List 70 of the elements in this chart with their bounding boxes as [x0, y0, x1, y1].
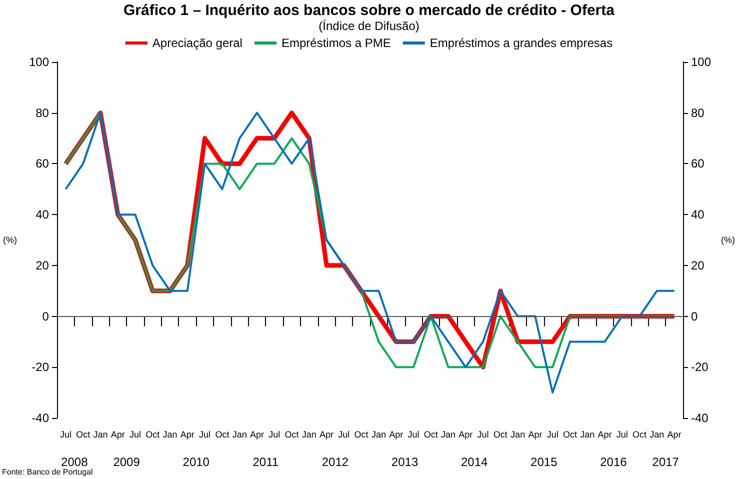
x-tick-label: Oct: [146, 430, 160, 440]
x-tick-label: Jan: [232, 430, 247, 440]
x-tick-label: Jul: [338, 430, 350, 440]
x-tick-label: Apr: [389, 430, 404, 440]
text: 2011: [252, 455, 279, 469]
x-tick-label: Jan: [93, 430, 108, 440]
y-tick-label: 20: [36, 258, 50, 272]
x-tick-label: Jan: [440, 430, 456, 440]
y2-tick-label: 60: [691, 156, 705, 171]
text: 2013: [391, 455, 418, 469]
y2-tick-label: 0: [691, 309, 698, 324]
y2-tick-label: 40: [691, 208, 705, 222]
legend-label: Apreciação geral: [152, 36, 242, 50]
x-tick-label: Jul: [129, 430, 142, 440]
text: 2014: [460, 455, 488, 469]
y-tick-label: 0: [42, 309, 50, 324]
x-tick-label: Apr: [250, 430, 264, 440]
x-tick-label: Apr: [528, 430, 542, 440]
y2-tick-label: -40: [691, 411, 709, 425]
y-tick-label: 60: [36, 156, 50, 171]
x-tick-label: Jan: [510, 430, 526, 440]
text: 2010: [182, 455, 210, 469]
text: 2012: [322, 455, 349, 469]
legend-label: Empréstimos a grandes empresas: [430, 36, 613, 50]
x-tick-label: Jan: [580, 430, 595, 440]
y-tick-label: -20: [32, 360, 50, 374]
x-tick-label: Apr: [180, 430, 194, 440]
x-tick-label: Oct: [562, 430, 578, 440]
x-tick-label: Oct: [76, 430, 91, 440]
text: 2009: [113, 455, 140, 469]
y-tick-label: 40: [36, 208, 50, 222]
x-tick-label: Oct: [215, 430, 230, 440]
x-tick-label: Apr: [458, 430, 473, 440]
text: 2016: [600, 455, 628, 469]
x-tick-label: Jan: [302, 430, 316, 440]
y-tick-label: -40: [32, 411, 50, 425]
y2-tick-label: 100: [691, 55, 712, 69]
x-tick-label: Jul: [477, 430, 489, 440]
y2-tick-label: 80: [691, 106, 705, 120]
text: 2017: [652, 455, 680, 469]
x-tick-label: Jul: [616, 430, 628, 440]
text: 2008: [61, 455, 88, 469]
x-tick-label: Apr: [320, 430, 334, 440]
legend-label: Empréstimos a PME: [281, 36, 391, 50]
x-tick-label: Jan: [371, 430, 386, 440]
x-tick-label: Jul: [546, 430, 558, 440]
x-tick-label: Oct: [632, 430, 648, 440]
source-note: Fonte: Banco de Portugal: [2, 468, 93, 476]
x-tick-label: Oct: [424, 430, 438, 440]
x-tick-label: Oct: [354, 430, 369, 440]
x-tick-label: Jan: [162, 430, 178, 440]
chart-title: Gráfico 1 – Inquérito aos bancos sobre o mercado de crédito - Oferta: [124, 2, 616, 19]
y2-tick-label: -20: [691, 360, 709, 374]
x-tick-label: Jul: [408, 430, 420, 440]
y-tick-label: 80: [36, 106, 50, 120]
y2-axis-title: (%): [721, 235, 736, 245]
x-tick-label: Jul: [268, 430, 280, 440]
x-tick-label: Oct: [284, 430, 300, 440]
x-tick-label: Apr: [667, 430, 682, 440]
y-tick-label: 100: [28, 55, 50, 69]
chart-subtitle: (Índice de Difusão): [318, 19, 420, 33]
x-tick-label: Jul: [199, 430, 211, 440]
y-axis-title: (%): [2, 235, 17, 245]
x-tick-label: Apr: [598, 430, 612, 440]
x-tick-label: Oct: [493, 430, 508, 440]
x-tick-label: Jan: [650, 430, 664, 440]
x-tick-label: Apr: [110, 430, 125, 440]
text: 2015: [530, 455, 558, 469]
y2-tick-label: 20: [691, 258, 705, 272]
x-tick-label: Jul: [60, 430, 72, 440]
